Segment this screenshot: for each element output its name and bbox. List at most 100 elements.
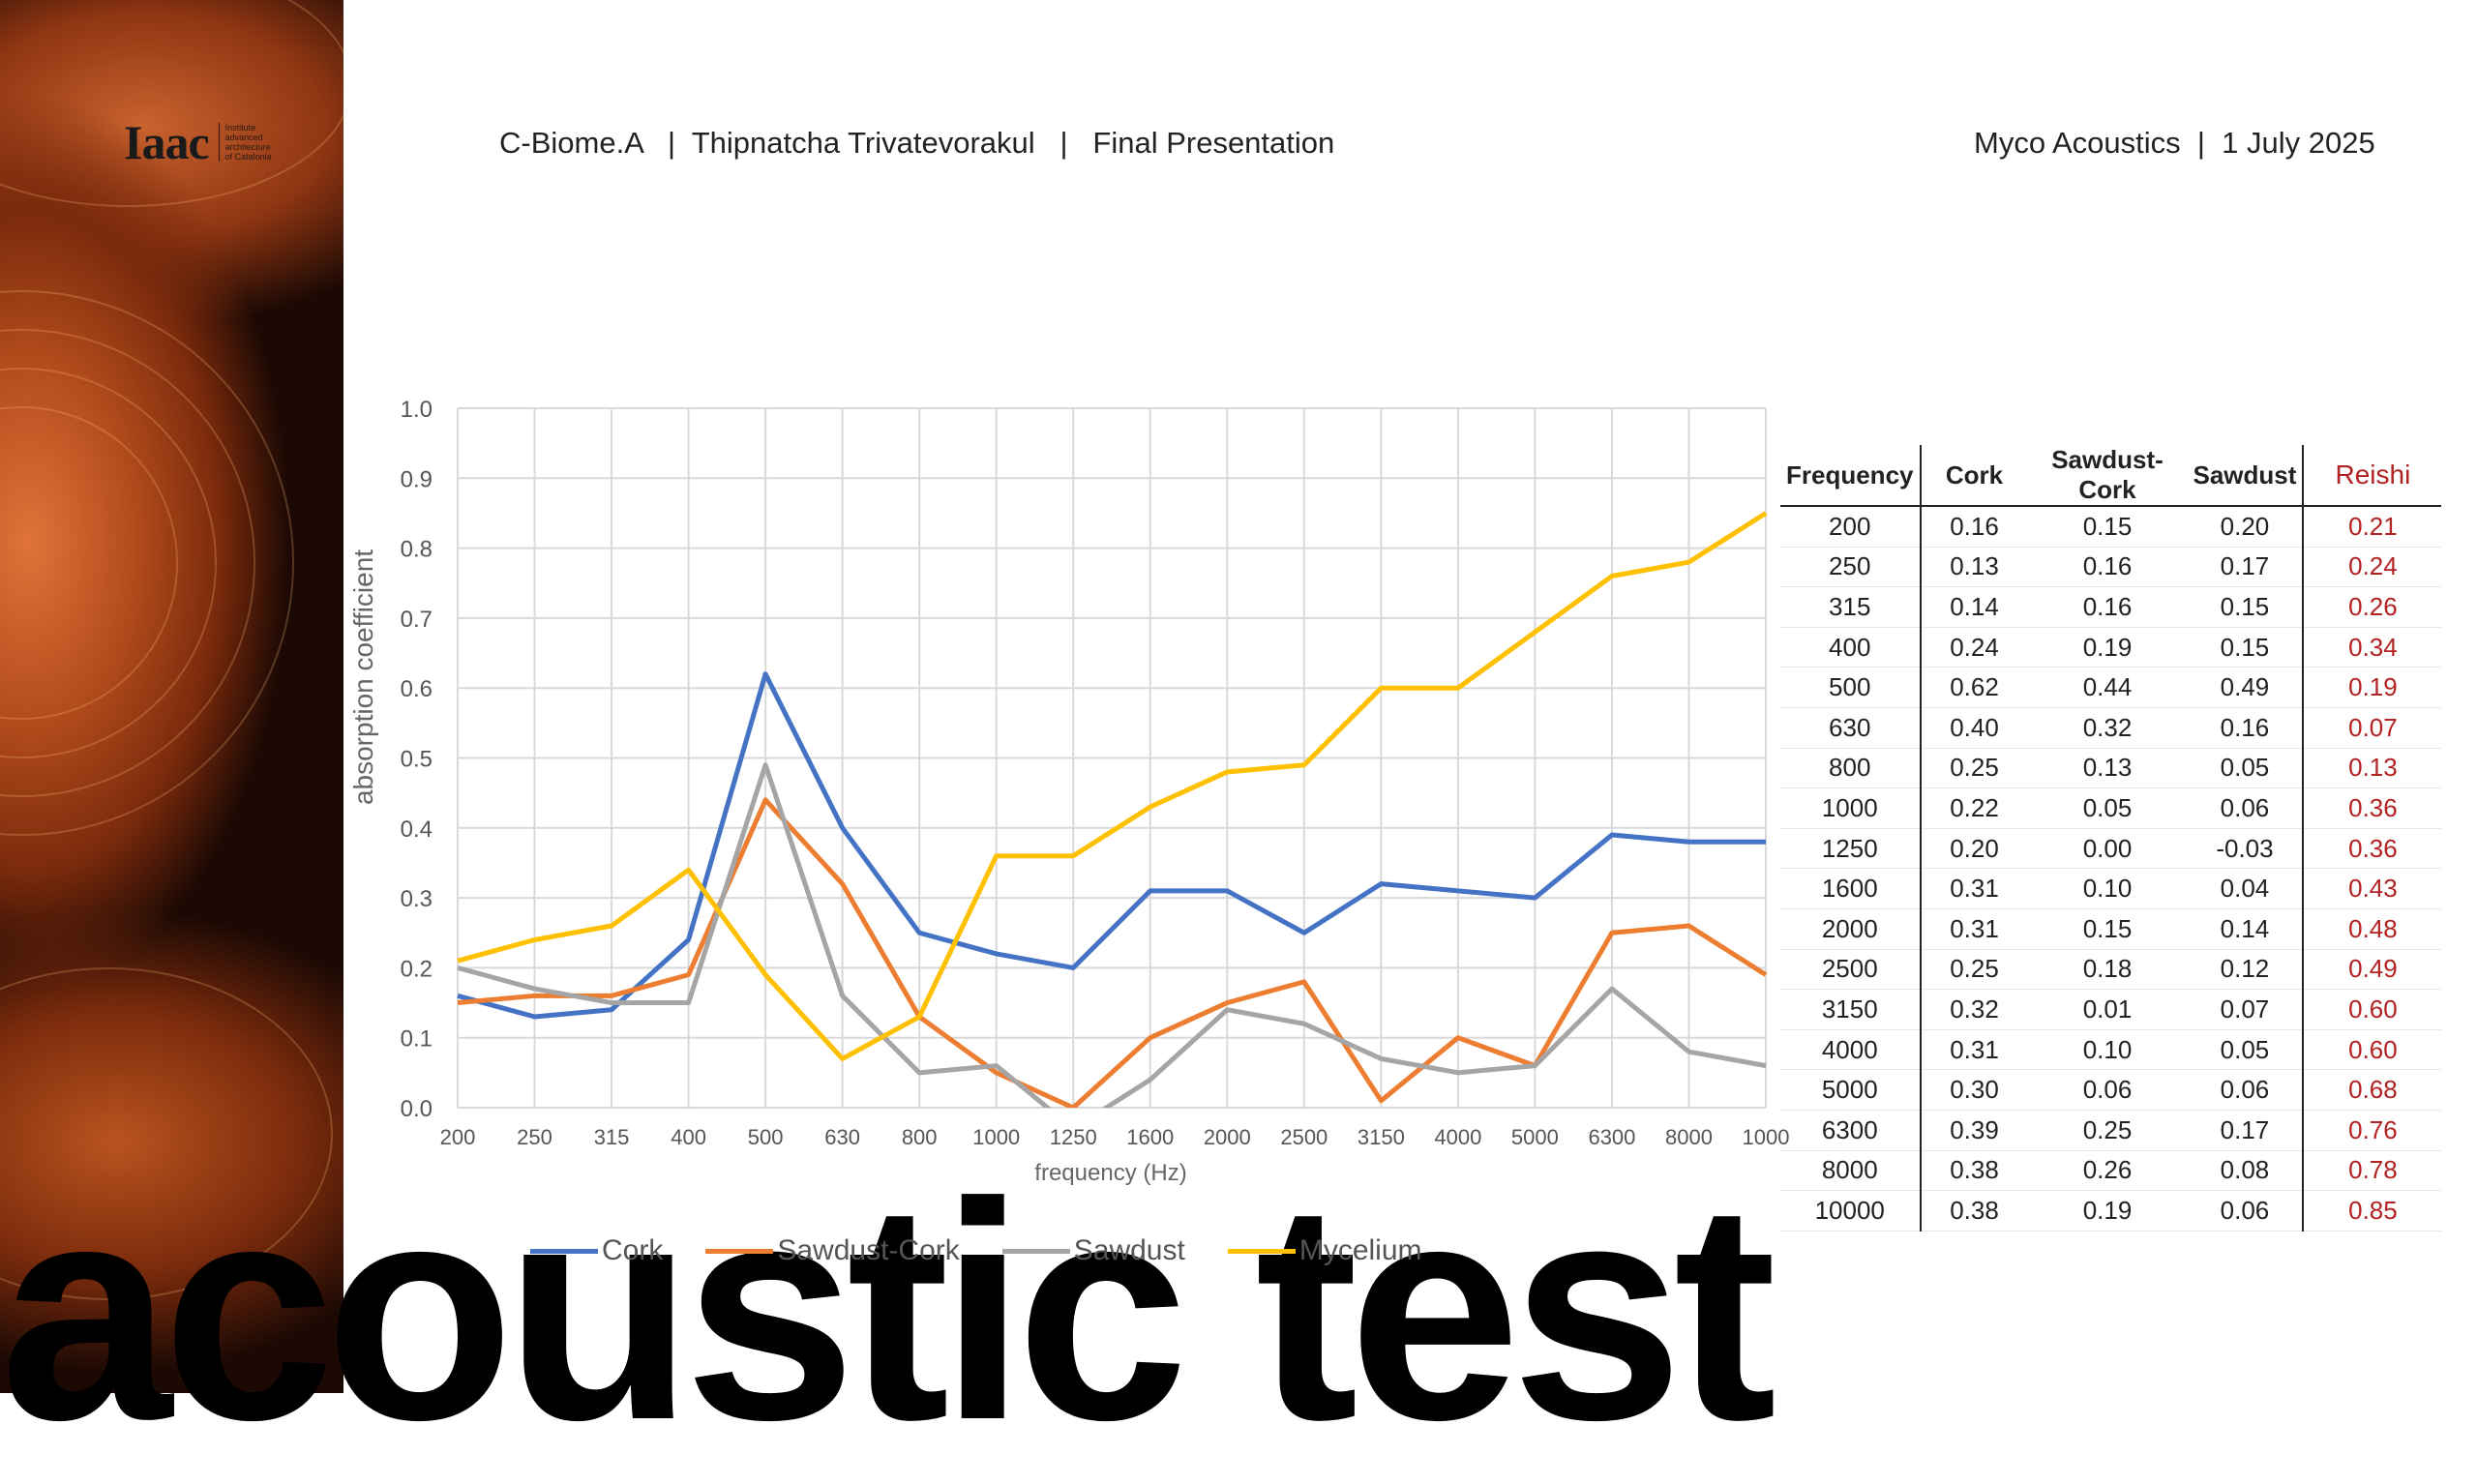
legend-item-sawdust-cork: Sawdust-Cork xyxy=(705,1234,960,1267)
y-tick-label: 0.8 xyxy=(401,537,433,563)
table-cell: 0.36 xyxy=(2303,828,2442,870)
table-cell: 0.68 xyxy=(2303,1069,2442,1111)
header-right: Myco Acoustics | 1 July 2025 xyxy=(1974,126,2375,160)
table-cell: 1600 xyxy=(1780,868,1922,909)
table-cell: 8000 xyxy=(1780,1150,1922,1192)
table-cell: 0.26 xyxy=(2027,1150,2188,1192)
x-tick-label: 1000 xyxy=(972,1125,1020,1149)
table-row: 800 0.25 0.13 0.05 0.13 xyxy=(1780,748,2442,789)
series-lines xyxy=(457,511,1768,1108)
table-cell: 0.25 xyxy=(2027,1110,2188,1151)
x-tick-label: 1600 xyxy=(1126,1125,1174,1149)
y-tick-label: 0.7 xyxy=(401,607,433,633)
table-cell: 0.15 xyxy=(2027,908,2188,950)
table-row: 250 0.13 0.16 0.17 0.24 xyxy=(1780,547,2442,588)
x-tick-label: 500 xyxy=(748,1125,784,1149)
table-cell: 0.15 xyxy=(2187,627,2305,668)
table-cell: 0.32 xyxy=(2027,707,2188,749)
table-cell: 0.01 xyxy=(2027,989,2188,1030)
table-cell: 0.25 xyxy=(1920,949,2028,991)
table-cell: 6300 xyxy=(1780,1110,1922,1151)
x-tick-label: 400 xyxy=(671,1125,706,1149)
table-header-frequency: Frequency xyxy=(1780,445,1922,507)
table-cell: 630 xyxy=(1780,707,1922,749)
x-tick-label: 250 xyxy=(517,1125,552,1149)
x-tick-label: 3150 xyxy=(1358,1125,1405,1149)
table-cell: 5000 xyxy=(1780,1069,1922,1111)
table-cell: 0.13 xyxy=(2027,748,2188,789)
x-tick-label: 630 xyxy=(824,1125,860,1149)
x-tick-label: 1250 xyxy=(1050,1125,1097,1149)
table-cell: 2500 xyxy=(1780,949,1922,991)
legend-item-cork: Cork xyxy=(530,1234,663,1267)
table-cell: 0.32 xyxy=(1920,989,2028,1030)
table-header-row: Frequency Cork Sawdust-Cork Sawdust Reishi xyxy=(1780,445,2442,507)
table-cell: 0.19 xyxy=(2027,627,2188,668)
table-cell: 0.48 xyxy=(2303,908,2442,950)
table-cell: 0.62 xyxy=(1920,667,2028,708)
table-cell: 250 xyxy=(1780,547,1922,588)
table-cell: 0.60 xyxy=(2303,1029,2442,1071)
table-row: 5000 0.30 0.06 0.06 0.68 xyxy=(1780,1069,2442,1111)
table-row: 6300 0.39 0.25 0.17 0.76 xyxy=(1780,1110,2442,1151)
table-cell: 0.05 xyxy=(2187,748,2305,789)
table-cell: 0.16 xyxy=(2027,547,2188,588)
table-cell: 0.12 xyxy=(2187,949,2305,991)
table-cell: 0.26 xyxy=(2303,586,2442,628)
series-line-sawdust xyxy=(457,762,1767,1108)
table-cell: 0.08 xyxy=(2187,1150,2305,1192)
table-cell: -0.03 xyxy=(2187,828,2305,870)
table-cell: 0.00 xyxy=(2027,828,2188,870)
table-cell: 0.44 xyxy=(2027,667,2188,708)
table-cell: 1000 xyxy=(1780,787,1922,829)
page-title: acoustic test xyxy=(0,1138,1776,1484)
table-cell: 10000 xyxy=(1780,1190,1922,1232)
table-row: 400 0.24 0.19 0.15 0.34 xyxy=(1780,627,2442,668)
y-tick-label: 0.2 xyxy=(401,956,433,982)
table-cell: 0.04 xyxy=(2187,868,2305,909)
logo-text: Institute advanced architecture of Cataloni… xyxy=(218,123,272,162)
legend-swatch xyxy=(530,1248,598,1254)
table-cell: 0.31 xyxy=(1920,1029,2028,1071)
y-tick-label: 0.0 xyxy=(401,1096,433,1122)
table-cell: 2000 xyxy=(1780,908,1922,950)
table-row: 2000 0.31 0.15 0.14 0.48 xyxy=(1780,908,2442,950)
table-cell: 0.20 xyxy=(2187,506,2305,548)
iaac-logo: Iaac Institute advanced architecture of Cat… xyxy=(124,114,272,170)
table-cell: 0.24 xyxy=(2303,547,2442,588)
table-cell: 0.49 xyxy=(2187,667,2305,708)
table-row: 1250 0.20 0.00 -0.03 0.36 xyxy=(1780,828,2442,870)
table-cell: 0.06 xyxy=(2187,1190,2305,1232)
line-chart: 0.0 0.1 0.2 0.3 0.4 0.5 0.6 0.7 0.8 0.9 1.0 200 250… xyxy=(348,397,1789,1186)
legend-swatch xyxy=(705,1248,774,1254)
x-tick-label: 2000 xyxy=(1204,1125,1251,1149)
y-tick-label: 0.6 xyxy=(401,676,433,702)
table-header-reishi: Reishi xyxy=(2303,445,2442,507)
table-cell: 500 xyxy=(1780,667,1922,708)
table-cell: 1250 xyxy=(1780,828,1922,870)
table-cell: 0.10 xyxy=(2027,868,2188,909)
table-row: 500 0.62 0.44 0.49 0.19 xyxy=(1780,667,2442,708)
table-cell: 0.60 xyxy=(2303,989,2442,1030)
y-tick-label: 1.0 xyxy=(401,397,433,423)
table-cell: 0.14 xyxy=(2187,908,2305,950)
table-cell: 0.19 xyxy=(2027,1190,2188,1232)
legend-label: Sawdust-Cork xyxy=(777,1234,960,1266)
table-cell: 0.16 xyxy=(1920,506,2028,548)
table-cell: 0.21 xyxy=(2303,506,2442,548)
y-tick-label: 0.9 xyxy=(401,466,433,492)
table-cell: 0.14 xyxy=(1920,586,2028,628)
x-axis-label: frequency (Hz) xyxy=(1034,1160,1186,1186)
x-tick-label: 6300 xyxy=(1588,1125,1635,1149)
table-cell: 0.06 xyxy=(2187,1069,2305,1111)
table-cell: 0.15 xyxy=(2187,586,2305,628)
table-cell: 0.25 xyxy=(1920,748,2028,789)
table-cell: 0.22 xyxy=(1920,787,2028,829)
table-cell: 4000 xyxy=(1780,1029,1922,1071)
table-cell: 0.76 xyxy=(2303,1110,2442,1151)
table-row: 1000 0.22 0.05 0.06 0.36 xyxy=(1780,787,2442,829)
legend-label: Mycelium xyxy=(1298,1234,1422,1266)
y-tick-label: 0.5 xyxy=(401,747,433,773)
table-cell: 0.13 xyxy=(2303,748,2442,789)
y-tick-labels: 0.0 0.1 0.2 0.3 0.4 0.5 0.6 0.7 0.8 0.9 1.0 xyxy=(401,397,433,1122)
